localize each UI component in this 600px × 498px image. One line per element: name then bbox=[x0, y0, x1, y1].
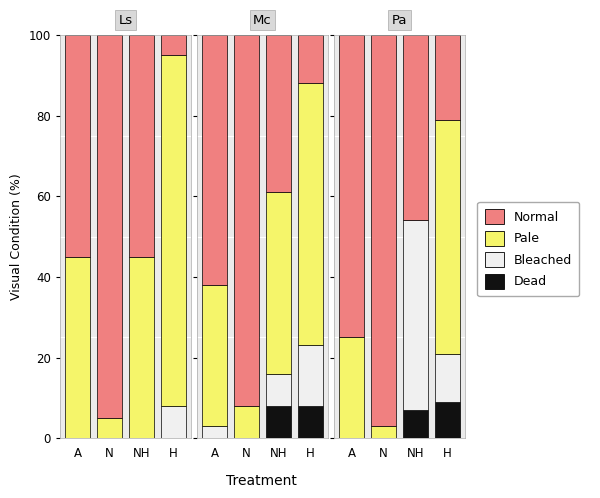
Bar bbox=[435, 35, 460, 120]
Bar bbox=[266, 192, 291, 374]
Text: Treatment: Treatment bbox=[226, 474, 296, 488]
Bar bbox=[129, 256, 154, 438]
Bar bbox=[371, 35, 396, 426]
Text: Ls: Ls bbox=[118, 14, 133, 27]
Bar bbox=[161, 35, 186, 55]
Bar bbox=[339, 35, 364, 338]
Y-axis label: Visual Condition (%): Visual Condition (%) bbox=[10, 173, 23, 300]
Bar bbox=[65, 35, 90, 256]
Bar bbox=[435, 402, 460, 438]
Bar bbox=[266, 406, 291, 438]
Bar bbox=[435, 354, 460, 402]
Bar bbox=[403, 35, 428, 221]
Bar bbox=[339, 338, 364, 438]
Bar bbox=[298, 406, 323, 438]
Legend: Normal, Pale, Bleached, Dead: Normal, Pale, Bleached, Dead bbox=[477, 202, 579, 296]
Bar bbox=[234, 406, 259, 438]
Bar bbox=[298, 35, 323, 83]
Bar bbox=[129, 35, 154, 256]
Text: Pa: Pa bbox=[392, 14, 407, 27]
Bar bbox=[266, 374, 291, 406]
Bar bbox=[202, 285, 227, 426]
Text: Mc: Mc bbox=[253, 14, 272, 27]
Bar bbox=[266, 35, 291, 192]
Bar bbox=[435, 120, 460, 354]
Bar bbox=[298, 346, 323, 406]
Bar bbox=[202, 35, 227, 285]
Bar bbox=[161, 406, 186, 438]
Bar bbox=[298, 83, 323, 346]
Bar bbox=[161, 55, 186, 406]
Bar bbox=[234, 35, 259, 406]
Bar bbox=[97, 35, 122, 418]
Bar bbox=[371, 426, 396, 438]
Bar bbox=[97, 418, 122, 438]
Bar bbox=[403, 221, 428, 410]
Bar bbox=[403, 410, 428, 438]
Bar bbox=[202, 426, 227, 438]
Bar bbox=[65, 256, 90, 438]
